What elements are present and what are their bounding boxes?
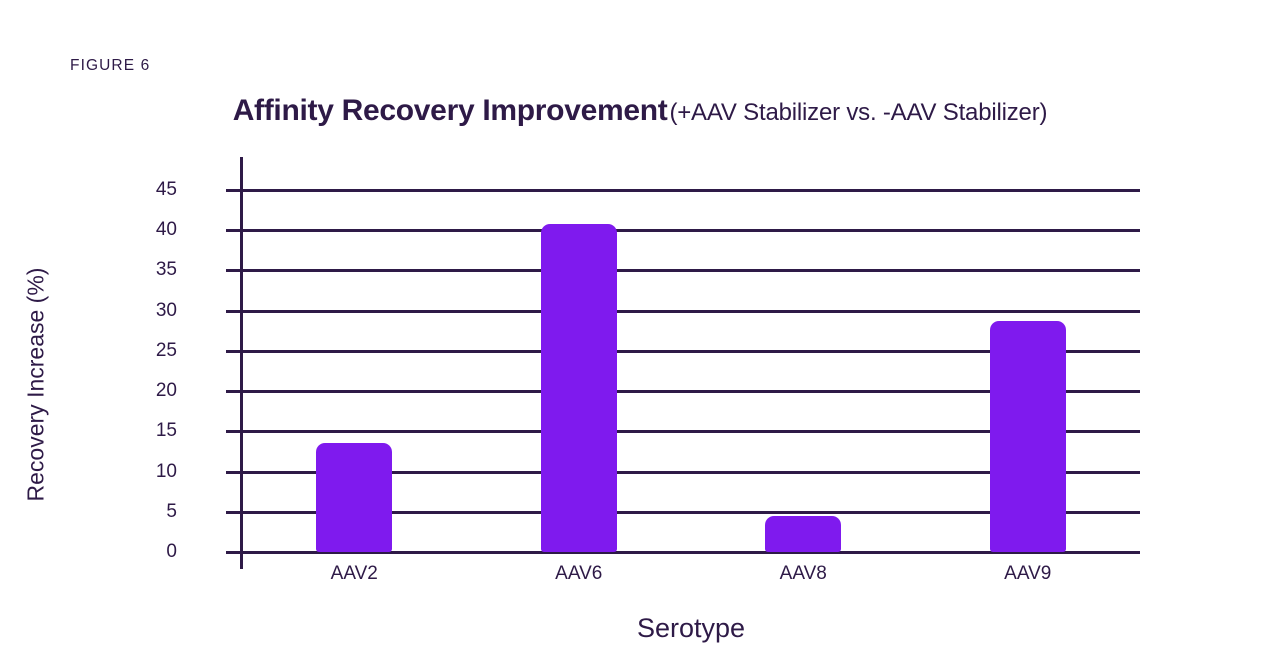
y-axis-tick-label: 25 — [155, 339, 177, 361]
y-axis-tick — [226, 309, 243, 313]
chart-title-main: Affinity Recovery Improvement — [232, 94, 668, 127]
figure-label: FIGURE 6 — [70, 57, 151, 74]
y-axis-tick-label: 30 — [155, 299, 177, 321]
y-axis-tick — [226, 470, 243, 474]
y-axis-title: Recovery Increase (%) — [22, 267, 49, 502]
x-axis-tick-label: AAV8 — [779, 563, 827, 584]
y-axis-tick-label: 0 — [166, 541, 177, 562]
y-axis-line — [240, 157, 243, 569]
gridline — [242, 269, 1140, 273]
y-axis-tick — [226, 229, 243, 233]
y-axis-tick-label: 15 — [155, 420, 177, 442]
y-axis-tick-label: 35 — [155, 259, 177, 281]
x-axis-tick-label: AAV2 — [330, 563, 378, 584]
y-axis-tick — [226, 551, 243, 554]
y-axis-tick-label: 20 — [155, 380, 177, 402]
gridline — [242, 510, 1140, 514]
bar[interactable] — [989, 321, 1066, 552]
plot-area — [242, 189, 1140, 554]
x-axis-title: Serotype — [636, 613, 746, 643]
y-axis-tick — [226, 510, 243, 514]
gridline — [242, 390, 1140, 394]
bar[interactable] — [540, 223, 617, 552]
gridline — [242, 349, 1140, 353]
x-axis-tick-label: AAV6 — [555, 563, 603, 584]
y-axis-tick — [226, 349, 243, 353]
chart-title: Affinity Recovery Improvement(+AAV Stabi… — [0, 94, 1280, 128]
y-axis-tick — [226, 189, 243, 192]
y-axis-tick-label: 40 — [155, 219, 177, 241]
y-axis-tick-label: 10 — [155, 460, 177, 482]
gridline — [242, 470, 1140, 474]
gridline — [242, 189, 1140, 192]
gridline — [242, 430, 1140, 434]
y-axis-tick — [226, 269, 243, 273]
x-axis-tick-label: AAV9 — [1004, 563, 1052, 584]
gridline — [242, 309, 1140, 313]
gridline — [242, 551, 1140, 554]
y-axis-tick — [226, 390, 243, 394]
y-axis-tick-label: 5 — [166, 500, 177, 522]
bar[interactable] — [765, 515, 842, 552]
y-axis-tick-labels: 0 5 10 15 20 25 30 35 40 45 — [131, 0, 177, 672]
chart-title-subtitle: (+AAV Stabilizer vs. -AAV Stabilizer) — [669, 99, 1048, 126]
gridline — [242, 229, 1140, 233]
bar[interactable] — [316, 443, 393, 552]
y-axis-tick-label: 45 — [155, 179, 177, 200]
y-axis-tick — [226, 430, 243, 434]
